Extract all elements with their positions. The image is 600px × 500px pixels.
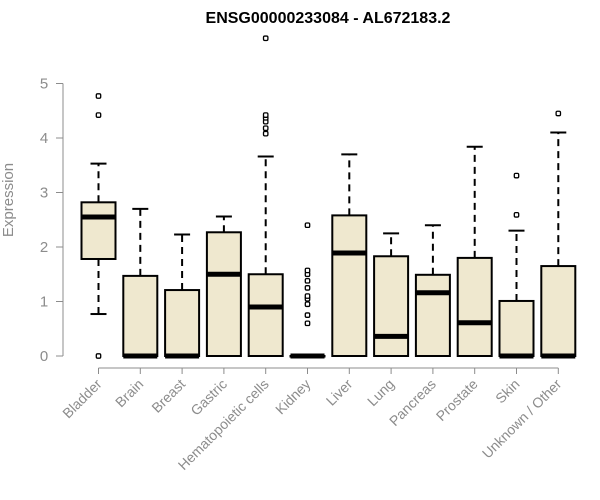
outlier-11-0	[555, 110, 562, 117]
outlier-5-8	[304, 267, 311, 274]
box-0	[80, 93, 117, 359]
outlier-0-1	[95, 112, 102, 118]
outlier-5-0	[304, 320, 311, 327]
boxes-layer	[80, 35, 577, 359]
box-rect-1	[122, 274, 159, 358]
y-tick-label-4: 4	[40, 130, 48, 147]
x-tick-label-9: Prostate	[433, 376, 481, 424]
box-3	[205, 215, 242, 357]
x-tick-label-5: Kidney	[272, 376, 314, 418]
x-tick-label-6: Liver	[323, 376, 356, 409]
y-tick-label-1: 1	[40, 294, 48, 311]
y-tick-label-0: 0	[40, 348, 48, 365]
outlier-5-4	[304, 293, 311, 299]
x-tick-label-0: Bladder	[59, 376, 105, 422]
outlier-5-2	[304, 301, 311, 308]
box-rect-0	[80, 201, 117, 260]
outlier-0-0	[95, 353, 102, 359]
outlier-4-1	[262, 125, 269, 132]
box-1	[122, 207, 159, 359]
x-tick-label-1: Brain	[112, 376, 146, 410]
outlier-4-0	[262, 130, 269, 137]
x-tick-label-7: Lung	[364, 376, 397, 409]
box-rect-6	[331, 214, 368, 357]
outlier-5-9	[304, 222, 311, 229]
x-tick-label-2: Breast	[148, 376, 188, 416]
box-rect-4	[247, 273, 284, 357]
box-2	[164, 233, 201, 359]
box-rect-2	[164, 289, 201, 357]
box-rect-11	[540, 265, 577, 358]
chart-title: ENSG00000233084 - AL672183.2	[206, 10, 451, 27]
box-4	[247, 35, 284, 357]
outlier-10-1	[513, 172, 520, 179]
outlier-4-5	[262, 35, 269, 42]
y-tick-label-2: 2	[40, 239, 48, 256]
box-rect-9	[456, 256, 493, 357]
box-rect-3	[205, 231, 242, 357]
y-tick-label-3: 3	[40, 185, 48, 202]
x-tick-label-10: Skin	[492, 376, 523, 407]
y-tick-label-5: 5	[40, 76, 48, 93]
outlier-0-2	[95, 93, 102, 99]
outlier-10-0	[513, 211, 520, 218]
box-rect-8	[414, 273, 451, 358]
y-axis: 0 1 2 3 4 5	[40, 76, 64, 365]
outlier-5-6	[304, 277, 311, 284]
x-tick-label-11: Unknown / Other	[479, 376, 565, 462]
y-axis-label: Expression	[0, 163, 17, 237]
outlier-4-4	[262, 112, 269, 118]
box-10	[498, 172, 535, 359]
box-7	[373, 232, 410, 358]
box-11	[540, 110, 577, 359]
outlier-5-1	[304, 312, 311, 318]
box-5	[289, 222, 326, 359]
box-6	[331, 153, 368, 357]
box-9	[456, 145, 493, 357]
box-rect-10	[498, 299, 535, 357]
box-8	[414, 224, 451, 358]
outlier-5-5	[304, 285, 311, 291]
box-rect-7	[373, 255, 410, 358]
